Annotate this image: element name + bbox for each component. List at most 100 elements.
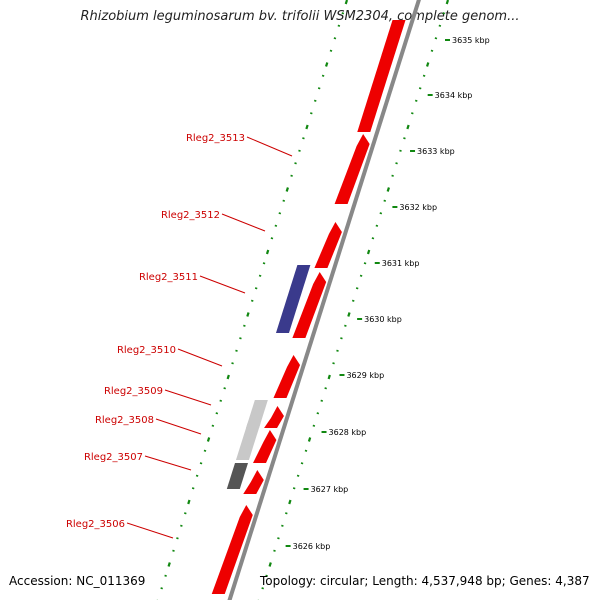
- gc-dot-inner: [292, 487, 296, 490]
- gc-dot-outer: [226, 374, 230, 380]
- gc-dot-outer: [302, 137, 305, 140]
- gene-track: [211, 20, 406, 594]
- gc-dot-outer: [278, 212, 282, 215]
- gc-dot-inner: [403, 137, 406, 140]
- gc-dot-outer: [344, 0, 349, 5]
- gene-arrow: [314, 222, 342, 268]
- gc-dot-inner: [445, 0, 450, 5]
- gene-label: Rleg2_3509: [104, 386, 163, 397]
- gene-label-leader: [177, 348, 223, 367]
- gc-dot-inner: [434, 37, 438, 40]
- topology-text: Topology: circular; Length: 4,537,948 bp…: [260, 574, 590, 588]
- gc-dot-outer: [246, 312, 250, 317]
- gene-arrow: [264, 406, 284, 428]
- gc-dot-outer: [341, 12, 345, 15]
- gc-dot-outer: [180, 524, 183, 527]
- gc-dot-inner: [296, 474, 300, 477]
- gene-arrow: [253, 430, 277, 463]
- gc-dot-inner: [281, 524, 284, 527]
- gc-dot-inner: [351, 299, 355, 302]
- gc-dot-inner: [332, 362, 335, 365]
- gc-dot-outer: [270, 237, 274, 240]
- gc-dot-inner: [324, 387, 327, 390]
- tick-track: 3635 kbp 3634 kbp 3633 kbp 3632 kbp 3631 kbp…: [285, 36, 490, 551]
- gc-dot-inner: [383, 199, 387, 202]
- gc-dot-inner: [300, 462, 304, 465]
- gc-dot-inner: [386, 187, 390, 192]
- tick-label: 3626 kbp: [293, 542, 331, 551]
- gc-dot-inner: [406, 124, 410, 130]
- gc-dot-outer: [235, 349, 238, 352]
- tick-label: 3631 kbp: [382, 259, 420, 268]
- gc-dot-outer: [219, 399, 223, 402]
- gc-dot-inner: [371, 237, 375, 240]
- gene-label: Rleg2_3512: [161, 210, 220, 221]
- genome-backbone: [227, 0, 421, 600]
- gc-dot-outer: [191, 487, 195, 490]
- gc-dot-outer: [313, 99, 317, 102]
- gc-dot-outer: [250, 299, 254, 302]
- gene-arrow: [243, 470, 264, 494]
- gc-dot-inner: [312, 424, 316, 427]
- gene-arrow: [292, 272, 327, 338]
- gc-dot-inner: [363, 262, 367, 265]
- gc-dot-inner: [261, 587, 264, 590]
- gc-dot-outer: [317, 87, 321, 90]
- gene-label-leader: [144, 455, 192, 471]
- gc-dot-outer: [305, 124, 309, 130]
- gc-dot-inner: [442, 12, 446, 15]
- gc-dot-inner: [375, 224, 379, 227]
- tick-label: 3634 kbp: [435, 91, 473, 100]
- gc-dot-outer: [199, 462, 203, 465]
- gene-block: [226, 463, 249, 489]
- tick-label: 3627 kbp: [311, 485, 349, 494]
- gene-arrow: [357, 20, 406, 132]
- tick-label: 3633 kbp: [417, 147, 455, 156]
- gc-dot-outer: [254, 287, 258, 290]
- gene-label: Rleg2_3507: [84, 452, 143, 463]
- gc-dot-inner: [304, 449, 308, 452]
- gc-dot-outer: [329, 49, 333, 52]
- gc-dot-inner: [347, 312, 351, 317]
- gc-dot-inner: [438, 24, 442, 27]
- accession-text: Accession: NC_011369: [9, 574, 146, 588]
- gc-dot-outer: [262, 262, 266, 265]
- gc-dot-inner: [366, 249, 371, 255]
- gc-dot-outer: [187, 499, 191, 505]
- gc-dot-outer: [325, 62, 329, 67]
- gene-label: Rleg2_3510: [117, 345, 176, 356]
- gene-arrow: [334, 134, 370, 204]
- gc-dot-outer: [294, 162, 297, 165]
- gc-dot-inner: [418, 87, 422, 90]
- gene-label-leader: [246, 136, 293, 157]
- gc-dot-outer: [184, 512, 187, 515]
- gc-dot-inner: [430, 49, 434, 52]
- gc-dot-inner: [391, 174, 394, 177]
- gc-dot-outer: [211, 424, 215, 427]
- gc-dot-inner: [265, 574, 268, 577]
- gc-dot-outer: [164, 574, 167, 577]
- gc-dot-outer: [333, 37, 337, 40]
- gc-dot-outer: [290, 174, 293, 177]
- gene-label-leader: [199, 275, 246, 294]
- gc-dot-inner: [379, 212, 383, 215]
- gc-dot-inner: [411, 112, 414, 115]
- gc-dot-inner: [359, 274, 363, 277]
- tick-label: 3635 kbp: [452, 36, 490, 45]
- gene-label: Rleg2_3506: [66, 519, 125, 530]
- gene-block: [235, 423, 261, 460]
- gc-dots-inner: [257, 0, 450, 600]
- tick-label: 3628 kbp: [329, 428, 367, 437]
- gene-arrow: [211, 505, 253, 594]
- gc-dot-inner: [288, 499, 292, 505]
- gc-dot-outer: [274, 224, 278, 227]
- gc-dots-outer: [156, 0, 349, 600]
- gc-dot-outer: [195, 474, 199, 477]
- gc-dot-outer: [160, 587, 163, 590]
- gc-dot-inner: [320, 399, 324, 402]
- gene-label-leader: [155, 418, 202, 435]
- gc-dot-inner: [340, 337, 343, 340]
- gene-label: Rleg2_3508: [95, 415, 154, 426]
- gc-dot-outer: [215, 412, 219, 415]
